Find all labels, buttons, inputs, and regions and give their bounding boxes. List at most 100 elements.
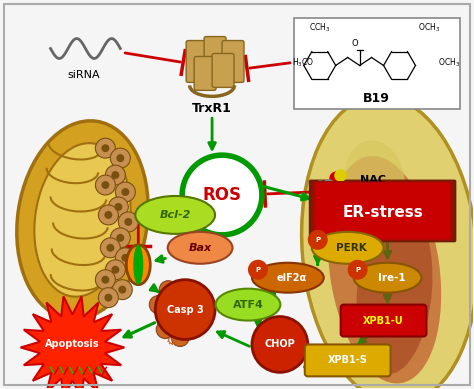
Circle shape [110,228,130,248]
Text: $\mathrm{OCH_3}$: $\mathrm{OCH_3}$ [438,56,460,69]
Text: Bax: Bax [189,243,212,253]
Text: siRNA: siRNA [67,70,100,81]
Text: Apoptosis: Apoptosis [45,340,100,349]
Circle shape [121,254,129,262]
Circle shape [104,211,112,219]
FancyBboxPatch shape [315,182,450,239]
Circle shape [95,138,115,158]
Circle shape [101,276,109,284]
Ellipse shape [328,156,441,384]
Circle shape [111,266,119,274]
Circle shape [105,165,125,185]
Text: CHOP: CHOP [264,340,295,349]
Circle shape [111,171,119,179]
Text: eIF2α: eIF2α [277,273,307,283]
Text: XPB1-U: XPB1-U [363,315,404,326]
Circle shape [99,205,118,225]
Ellipse shape [312,232,383,264]
Circle shape [99,288,118,308]
Circle shape [155,280,215,340]
Ellipse shape [127,245,150,285]
FancyBboxPatch shape [311,180,455,241]
Circle shape [105,260,125,280]
Ellipse shape [252,263,324,293]
Text: XPB1-S: XPB1-S [328,356,368,365]
Ellipse shape [356,205,432,374]
Circle shape [100,238,120,258]
Circle shape [114,203,122,211]
FancyBboxPatch shape [305,345,391,376]
FancyBboxPatch shape [310,180,456,242]
Ellipse shape [168,232,233,264]
Circle shape [248,260,268,280]
FancyBboxPatch shape [316,183,449,239]
FancyBboxPatch shape [212,54,234,88]
Circle shape [118,212,138,232]
Text: $\mathrm{OCH_3}$: $\mathrm{OCH_3}$ [419,21,440,34]
Circle shape [182,155,262,235]
Circle shape [106,244,114,252]
Circle shape [101,181,109,189]
Circle shape [109,197,128,217]
Ellipse shape [34,143,130,297]
Circle shape [112,280,132,300]
Text: $\mathrm{H_3CO}$: $\mathrm{H_3CO}$ [292,56,314,69]
FancyBboxPatch shape [341,305,427,336]
Text: PERK: PERK [336,243,367,253]
Text: Bcl-2: Bcl-2 [159,210,191,220]
Circle shape [121,188,129,196]
Circle shape [159,281,177,299]
Circle shape [171,329,189,347]
Circle shape [347,260,368,280]
Circle shape [156,321,174,338]
FancyBboxPatch shape [312,181,453,241]
Circle shape [101,144,109,152]
FancyBboxPatch shape [222,40,244,82]
Ellipse shape [216,289,281,321]
Polygon shape [21,296,124,389]
Circle shape [173,289,191,307]
FancyBboxPatch shape [186,40,208,82]
Text: ⚙: ⚙ [164,305,181,324]
FancyBboxPatch shape [204,37,226,79]
FancyBboxPatch shape [194,56,216,90]
Circle shape [116,154,124,162]
FancyBboxPatch shape [313,182,452,240]
Ellipse shape [133,245,143,285]
Text: P: P [355,267,360,273]
Circle shape [95,270,115,290]
Circle shape [110,148,130,168]
Text: ER-stress: ER-stress [342,205,423,221]
Text: $\mathrm{CCH_3}$: $\mathrm{CCH_3}$ [309,21,330,34]
Ellipse shape [17,121,148,319]
FancyBboxPatch shape [314,182,451,240]
Circle shape [149,296,167,314]
Circle shape [115,248,135,268]
Text: B19: B19 [363,92,390,105]
Text: ⚙: ⚙ [166,333,178,347]
FancyBboxPatch shape [294,18,460,109]
Text: P: P [255,267,261,273]
Circle shape [308,230,328,250]
Circle shape [166,306,184,324]
Text: O: O [351,39,358,47]
Circle shape [252,317,308,372]
Text: Ire-1: Ire-1 [378,273,405,283]
Text: P: P [315,237,320,243]
Ellipse shape [344,140,405,220]
Ellipse shape [135,196,215,234]
Circle shape [116,234,124,242]
Circle shape [124,218,132,226]
Ellipse shape [354,263,421,293]
Circle shape [104,294,112,301]
Ellipse shape [301,96,474,389]
Circle shape [118,286,127,294]
Circle shape [115,182,135,202]
Text: Casp 3: Casp 3 [167,305,203,315]
Text: NAC: NAC [360,175,386,185]
Circle shape [95,175,115,195]
Text: TrxR1: TrxR1 [192,102,232,115]
FancyBboxPatch shape [309,180,456,242]
Text: ATF4: ATF4 [233,300,264,310]
Text: ROS: ROS [202,186,242,204]
